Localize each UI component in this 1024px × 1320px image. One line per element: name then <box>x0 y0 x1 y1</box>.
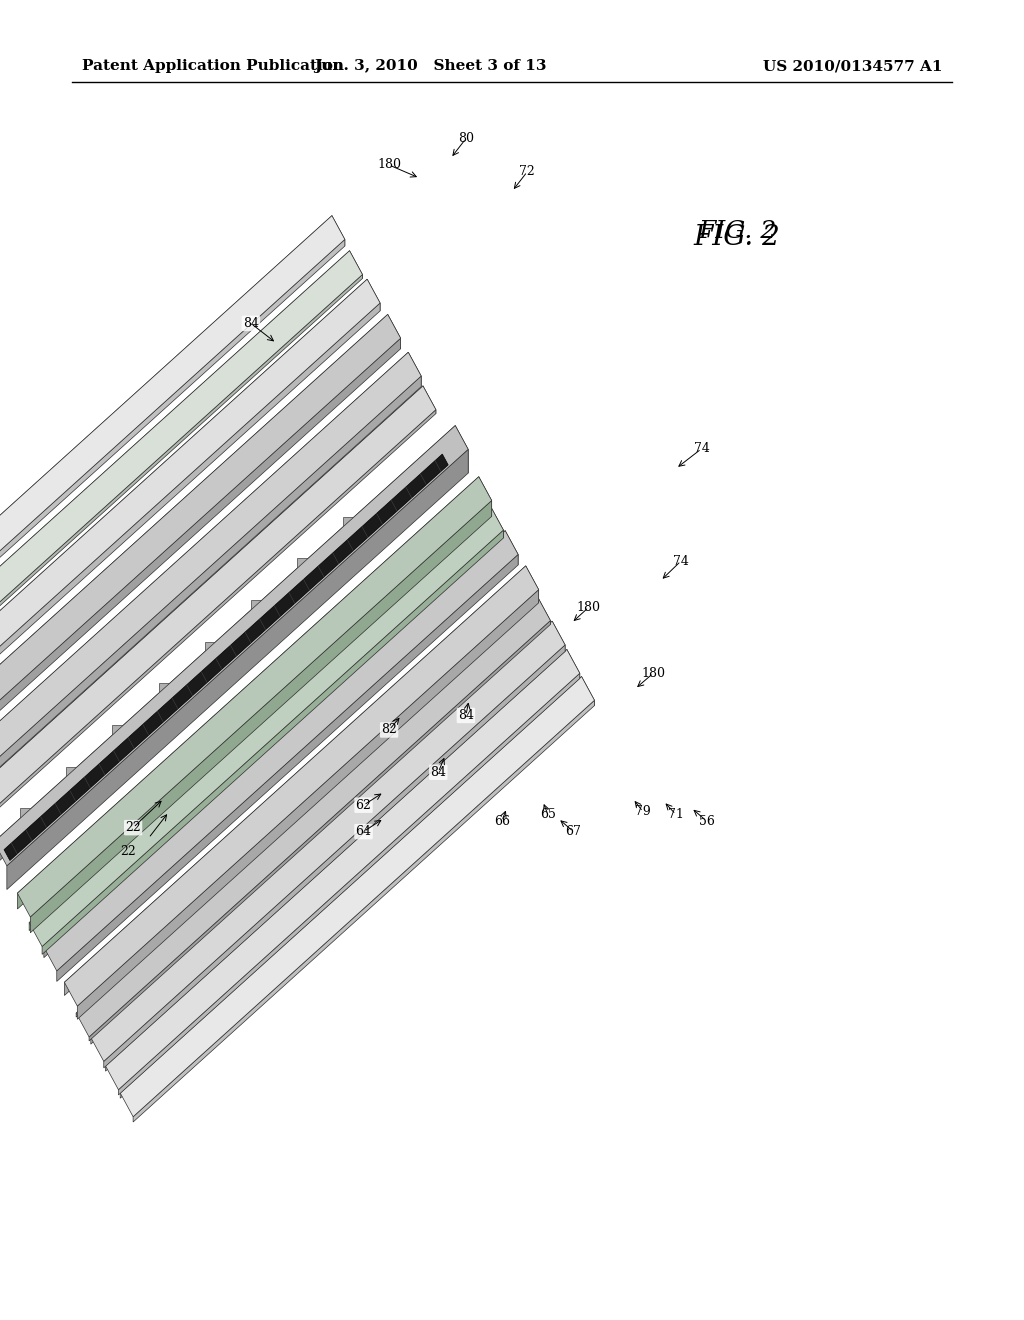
Polygon shape <box>120 677 582 1098</box>
Text: Jun. 3, 2010   Sheet 3 of 13: Jun. 3, 2010 Sheet 3 of 13 <box>313 59 547 74</box>
Text: 67: 67 <box>565 825 582 838</box>
Polygon shape <box>0 409 436 830</box>
Text: FIG. 2: FIG. 2 <box>694 224 780 251</box>
Text: 74: 74 <box>693 442 710 455</box>
Text: 180: 180 <box>577 601 601 614</box>
Polygon shape <box>0 280 368 704</box>
Polygon shape <box>0 376 421 803</box>
Text: 80: 80 <box>458 132 474 145</box>
Polygon shape <box>91 622 552 1044</box>
Text: 82: 82 <box>381 723 397 737</box>
Polygon shape <box>538 597 551 624</box>
Polygon shape <box>0 385 423 807</box>
Polygon shape <box>42 531 504 954</box>
Polygon shape <box>78 590 539 1019</box>
Text: 22: 22 <box>123 825 143 838</box>
Polygon shape <box>0 275 362 694</box>
Polygon shape <box>159 684 171 700</box>
Polygon shape <box>89 620 551 1041</box>
Polygon shape <box>0 314 400 755</box>
Polygon shape <box>0 251 349 671</box>
Polygon shape <box>17 477 492 917</box>
Polygon shape <box>423 385 436 413</box>
Polygon shape <box>0 304 380 727</box>
Polygon shape <box>0 352 421 792</box>
Polygon shape <box>0 425 456 866</box>
Text: 72: 72 <box>519 165 536 178</box>
Polygon shape <box>505 531 518 565</box>
Polygon shape <box>44 531 505 957</box>
Text: 84: 84 <box>458 709 474 722</box>
Polygon shape <box>343 517 355 533</box>
Polygon shape <box>44 531 518 972</box>
Polygon shape <box>0 215 345 656</box>
Polygon shape <box>0 352 409 779</box>
Polygon shape <box>65 566 539 1006</box>
Text: 62: 62 <box>355 799 372 812</box>
Polygon shape <box>29 507 490 931</box>
Polygon shape <box>349 251 362 279</box>
Text: FIG. 2: FIG. 2 <box>698 219 776 243</box>
Text: 22: 22 <box>120 845 136 858</box>
Polygon shape <box>67 767 79 783</box>
Polygon shape <box>65 566 525 995</box>
Polygon shape <box>113 725 125 741</box>
Polygon shape <box>0 425 468 866</box>
Polygon shape <box>479 477 492 516</box>
Polygon shape <box>0 280 380 719</box>
Polygon shape <box>332 215 345 246</box>
Polygon shape <box>409 352 421 387</box>
Polygon shape <box>29 507 504 946</box>
Polygon shape <box>456 425 468 473</box>
Polygon shape <box>0 385 436 826</box>
Text: 71: 71 <box>668 808 684 821</box>
Text: US 2010/0134577 A1: US 2010/0134577 A1 <box>763 59 942 74</box>
Polygon shape <box>525 566 539 603</box>
Polygon shape <box>552 622 565 652</box>
Polygon shape <box>297 558 309 574</box>
Text: 66: 66 <box>494 814 510 828</box>
Polygon shape <box>119 673 580 1096</box>
Polygon shape <box>0 338 400 766</box>
Polygon shape <box>251 601 263 616</box>
Polygon shape <box>582 677 595 706</box>
Text: 22: 22 <box>125 821 141 834</box>
Polygon shape <box>0 314 388 742</box>
Polygon shape <box>91 622 565 1061</box>
Polygon shape <box>31 500 492 933</box>
Polygon shape <box>20 808 33 824</box>
Text: 180: 180 <box>641 667 666 680</box>
Polygon shape <box>120 677 595 1117</box>
Polygon shape <box>105 649 567 1071</box>
Text: Patent Application Publication: Patent Application Publication <box>82 59 344 74</box>
Text: 64: 64 <box>355 825 372 838</box>
Polygon shape <box>490 507 504 539</box>
Text: 56: 56 <box>698 814 715 828</box>
Polygon shape <box>105 649 580 1090</box>
Polygon shape <box>103 645 565 1068</box>
Polygon shape <box>133 701 595 1122</box>
Text: 84: 84 <box>430 766 446 779</box>
Polygon shape <box>7 449 468 890</box>
Polygon shape <box>0 215 332 639</box>
Text: 84: 84 <box>243 317 259 330</box>
Polygon shape <box>388 314 400 348</box>
Polygon shape <box>17 477 479 909</box>
Polygon shape <box>56 554 518 982</box>
Polygon shape <box>76 597 551 1038</box>
Polygon shape <box>368 280 380 312</box>
Polygon shape <box>567 649 580 678</box>
Text: 74: 74 <box>673 554 689 568</box>
Polygon shape <box>0 239 345 663</box>
Text: 79: 79 <box>635 805 651 818</box>
Text: 180: 180 <box>377 158 401 172</box>
Text: 65: 65 <box>540 808 556 821</box>
Polygon shape <box>205 642 217 657</box>
Polygon shape <box>4 454 449 861</box>
Polygon shape <box>0 251 362 690</box>
Polygon shape <box>76 597 538 1018</box>
